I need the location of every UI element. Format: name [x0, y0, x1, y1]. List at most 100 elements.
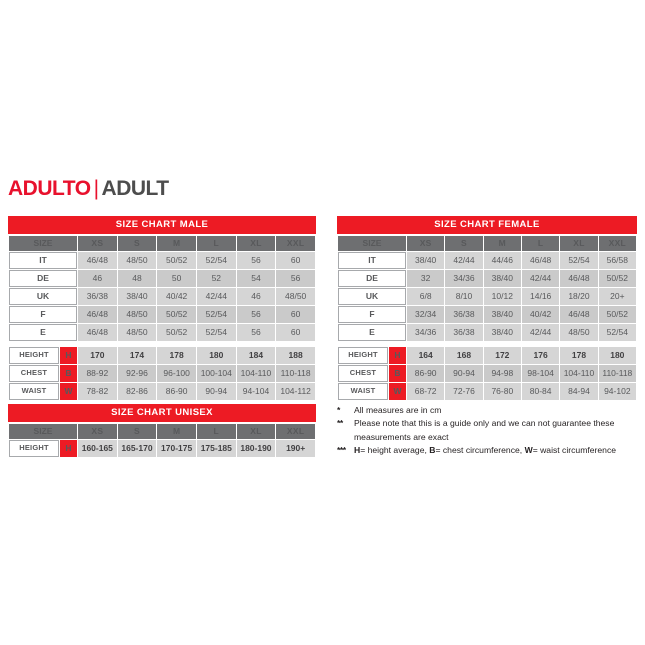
footnote-text: All measures are in cm — [354, 405, 442, 415]
column-header-s: S — [117, 235, 157, 251]
table-row: CHEST B 88-92 92-96 96-100 100-104 104-110 110-… — [9, 364, 315, 382]
table-cell: 46/48 — [521, 251, 560, 269]
table-cell: 54 — [236, 269, 276, 287]
table-cell: 104-110 — [236, 364, 276, 382]
table-row: IT 38/40 42/44 44/46 46/48 52/54 56/58 — [338, 251, 636, 269]
row-badge-h: H — [60, 346, 77, 364]
table-cell: 176 — [521, 346, 560, 364]
size-chart-female: SIZE CHART FEMALE SIZE XS S M L XL XXL IT 38/40 4… — [337, 216, 637, 401]
table-cell: 56 — [236, 251, 276, 269]
table-cell: 46 — [236, 287, 276, 305]
table-cell: 10/12 — [483, 287, 521, 305]
table-cell: 8/10 — [445, 287, 483, 305]
table-cell: 20+ — [598, 287, 636, 305]
table-cell: 180-190 — [236, 439, 276, 457]
row-label-chest: CHEST — [338, 364, 388, 382]
table-cell: 40/42 — [521, 305, 560, 323]
table-cell: 50/52 — [157, 323, 196, 341]
table-cell: 46/48 — [78, 251, 117, 269]
table-cell: 110-118 — [598, 364, 636, 382]
table-cell: 68-72 — [407, 382, 445, 400]
table-cell: 50/52 — [598, 305, 636, 323]
table-row: UK 36/38 38/40 40/42 42/44 46 48/50 — [9, 287, 315, 305]
table-body-male: SIZE XS S M L XL XXL IT 46/48 48/50 50/52 52/54 56 60… — [9, 235, 315, 400]
table-cell: 60 — [276, 323, 315, 341]
table-row: HEIGHT H 170 174 178 180 184 188 — [9, 346, 315, 364]
table-cell: 34/36 — [445, 269, 483, 287]
table-row: F 46/48 48/50 50/52 52/54 56 60 — [9, 305, 315, 323]
table-cell: 48 — [117, 269, 157, 287]
table-cell: 88-92 — [78, 364, 117, 382]
table-row: DE 46 48 50 52 54 56 — [9, 269, 315, 287]
column-header-xxl: XXL — [276, 423, 315, 439]
row-label-it: IT — [9, 251, 77, 269]
table-row: UK 6/8 8/10 10/12 14/16 18/20 20+ — [338, 287, 636, 305]
table-cell: 46/48 — [78, 305, 117, 323]
table-header-row: SIZE XS S M L XL XXL — [338, 235, 636, 251]
table-cell: 94-104 — [236, 382, 276, 400]
row-label-de: DE — [338, 269, 406, 287]
table-row: F 32/34 36/38 38/40 40/42 46/48 50/52 — [338, 305, 636, 323]
footnote-item: *** H= height average, B= chest circumfer… — [337, 444, 639, 457]
table-row: E 46/48 48/50 50/52 52/54 56 60 — [9, 323, 315, 341]
table-cell: 50/52 — [157, 251, 196, 269]
row-label-f: F — [9, 305, 77, 323]
table-cell: 110-118 — [276, 364, 315, 382]
table-row: IT 46/48 48/50 50/52 52/54 56 60 — [9, 251, 315, 269]
table-cell: 38/40 — [117, 287, 157, 305]
table-cell: 46 — [78, 269, 117, 287]
size-table-female: SIZE XS S M L XL XXL IT 38/40 42/44 44/46 46/48 52/5… — [337, 235, 637, 401]
table-cell: 56 — [236, 323, 276, 341]
table-cell: 52/54 — [196, 305, 236, 323]
row-badge-h: H — [60, 439, 77, 457]
table-cell: 180 — [598, 346, 636, 364]
row-label-e: E — [9, 323, 77, 341]
table-cell: 184 — [236, 346, 276, 364]
table-cell: 50/52 — [598, 269, 636, 287]
row-badge-b: B — [389, 364, 406, 382]
row-label-e: E — [338, 323, 406, 341]
table-cell: 188 — [276, 346, 315, 364]
table-cell: 56 — [236, 305, 276, 323]
table-cell: 175-185 — [196, 439, 236, 457]
table-cell: 60 — [276, 251, 315, 269]
footnote-marker: * — [337, 405, 340, 415]
table-cell: 18/20 — [560, 287, 598, 305]
table-cell: 44/46 — [483, 251, 521, 269]
column-header-m: M — [157, 235, 196, 251]
table-cell: 52/54 — [560, 251, 598, 269]
table-row: WAIST W 78-82 82-86 86-90 90-94 94-104 104-112 — [9, 382, 315, 400]
footnote-item: ** Please note that this is a guide only … — [337, 417, 639, 444]
table-cell: 92-96 — [117, 364, 157, 382]
row-label-f: F — [338, 305, 406, 323]
footnote-marker: ** — [337, 418, 343, 429]
table-cell: 50/52 — [157, 305, 196, 323]
table-cell: 78-82 — [78, 382, 117, 400]
size-table-unisex: SIZE XS S M L XL XXL HEIGHT H 160-165 165-170 170-1… — [8, 423, 316, 458]
table-header-row: SIZE XS S M L XL XXL — [9, 235, 315, 251]
table-row: HEIGHT H 164 168 172 176 178 180 — [338, 346, 636, 364]
table-cell: 36/38 — [445, 323, 483, 341]
table-cell: 52 — [196, 269, 236, 287]
column-header-m: M — [157, 423, 196, 439]
column-header-size: SIZE — [9, 235, 77, 251]
chart-banner-male: SIZE CHART MALE — [8, 216, 316, 234]
table-cell: 38/40 — [483, 323, 521, 341]
footnotes: * All measures are in cm ** Please note tha… — [337, 404, 639, 457]
row-label-height: HEIGHT — [9, 346, 59, 364]
table-cell: 42/44 — [521, 269, 560, 287]
column-header-s: S — [117, 423, 157, 439]
table-cell: 40/42 — [157, 287, 196, 305]
table-cell: 180 — [196, 346, 236, 364]
footnote-marker: *** — [337, 444, 346, 455]
table-row: HEIGHT H 160-165 165-170 170-175 175-185 180-1… — [9, 439, 315, 457]
column-header-xxl: XXL — [598, 235, 636, 251]
table-cell: 56 — [276, 269, 315, 287]
table-cell: 98-104 — [521, 364, 560, 382]
table-cell: 56/58 — [598, 251, 636, 269]
table-cell: 164 — [407, 346, 445, 364]
table-cell: 46/48 — [560, 305, 598, 323]
table-cell: 160-165 — [78, 439, 117, 457]
table-cell: 38/40 — [407, 251, 445, 269]
table-body-unisex: SIZE XS S M L XL XXL HEIGHT H 160-165 165-170 170-1… — [9, 423, 315, 457]
